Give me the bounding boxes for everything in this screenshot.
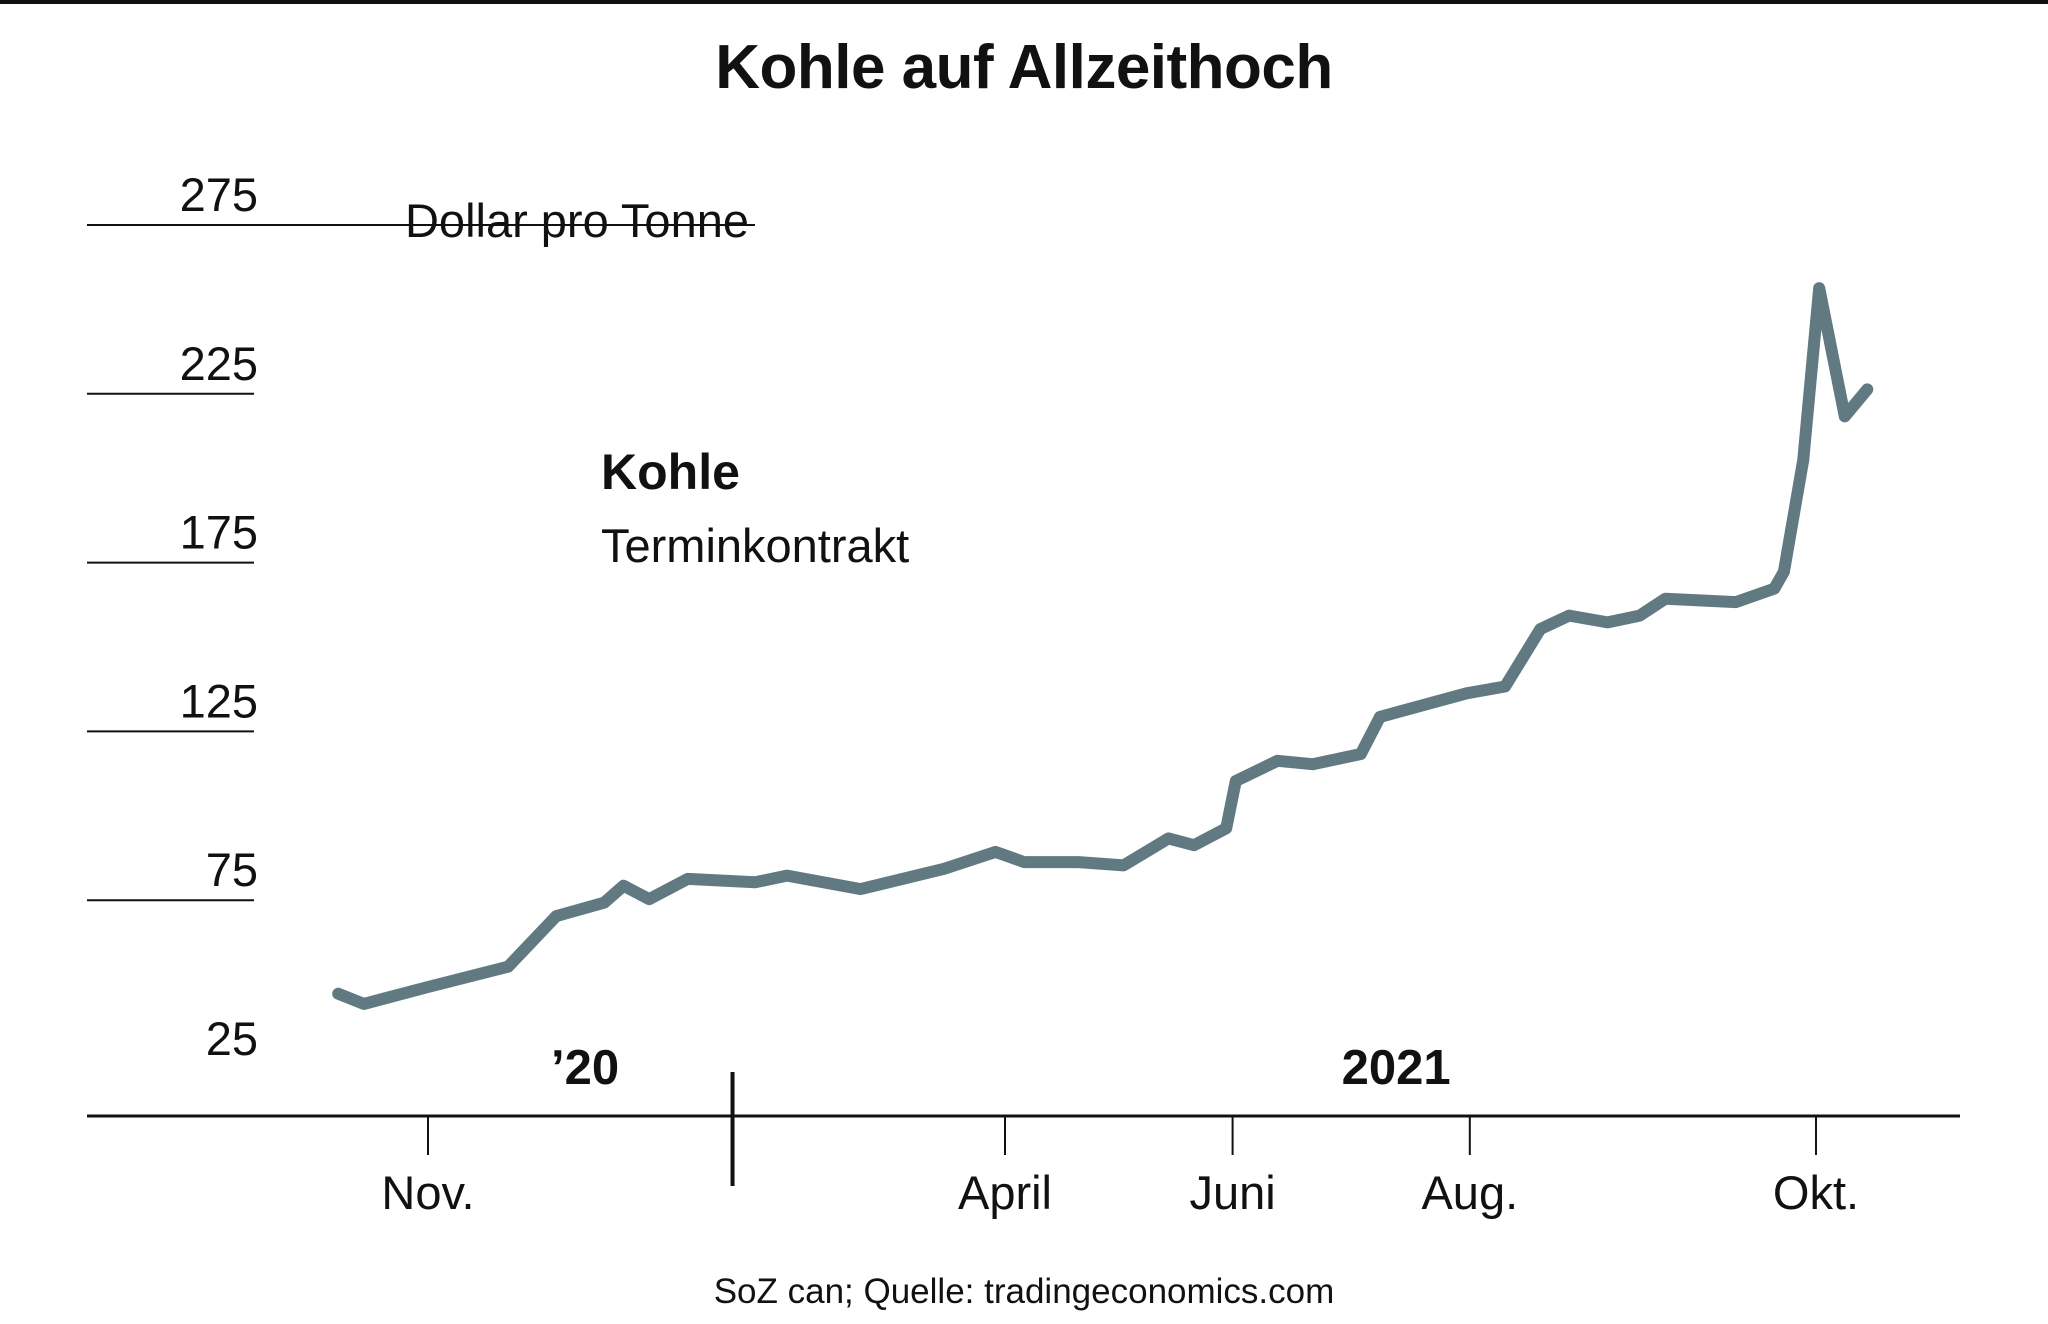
y-tick-label: 175 [180,506,258,559]
x-tick-label: April [958,1166,1052,1219]
x-tick-label: Juni [1189,1166,1275,1219]
series-label: Kohle [601,444,740,500]
y-tick-label: 125 [180,674,258,727]
year-labels: ’20 2021 [551,1041,1451,1095]
series-line-kohle [332,282,1874,1010]
y-tick-label: 25 [206,1012,258,1065]
y-gridlines [87,224,755,902]
chart-title: Kohle auf Allzeithoch [715,33,1333,102]
y-tick-label: 75 [206,843,258,896]
y-tick-labels: 275 225 175 125 75 25 [180,168,258,1065]
x-tick-label: Nov. [381,1166,474,1219]
y-tick-label: 225 [180,337,258,390]
year-label: 2021 [1342,1041,1451,1095]
x-tick-label: Okt. [1773,1166,1859,1219]
year-label: ’20 [551,1041,619,1095]
x-tick-label: Aug. [1421,1166,1518,1219]
y-tick-label: 275 [180,168,258,221]
top-rule [0,0,2048,4]
source-note: SoZ can; Quelle: tradingeconomics.com [713,1272,1335,1311]
unit-label: Dollar pro Tonne [405,194,749,247]
series-sublabel: Terminkontrakt [601,519,909,572]
x-ticks: Nov. April Juni Aug. Okt. [381,1116,1859,1219]
